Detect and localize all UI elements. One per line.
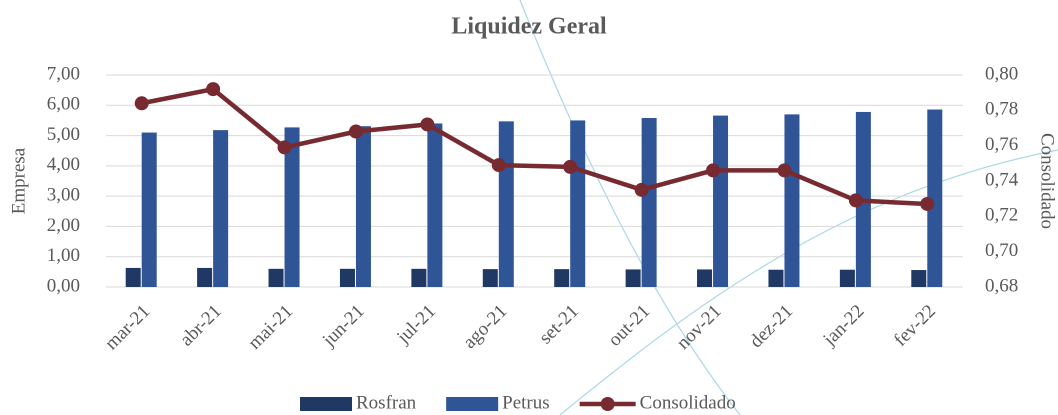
- bar: [268, 268, 284, 287]
- y2-tick-label: 0,78: [985, 99, 1018, 120]
- bar: [768, 269, 784, 287]
- bar: [784, 114, 800, 287]
- y2-tick-label: 0,68: [985, 275, 1018, 296]
- bar: [411, 268, 427, 287]
- line-marker: [491, 158, 506, 173]
- bar: [125, 267, 141, 287]
- bar: [141, 132, 157, 287]
- decor-curve: [519, 0, 741, 415]
- y-tick-label: 6,00: [47, 94, 80, 115]
- line-marker: [848, 193, 863, 208]
- bar: [625, 269, 641, 287]
- y-tick-label: 3,00: [47, 185, 80, 206]
- x-tick-label: fev-22: [890, 301, 940, 351]
- legend-label: Petrus: [502, 392, 550, 413]
- bar: [427, 123, 443, 287]
- y-tick-label: 4,00: [47, 154, 80, 175]
- bar: [339, 268, 355, 287]
- x-tick-label: jul-21: [392, 301, 440, 349]
- y2-axis-label: Consolidado: [1037, 133, 1058, 229]
- line-marker: [277, 140, 292, 155]
- y2-tick-label: 0,74: [985, 169, 1019, 190]
- bar: [355, 126, 371, 287]
- bar: [641, 118, 657, 288]
- x-tick-label: mai-21: [244, 301, 297, 354]
- y-tick-label: 5,00: [47, 124, 80, 145]
- x-tick-label: jun-21: [318, 301, 369, 352]
- bar: [839, 269, 855, 287]
- line-marker: [920, 196, 935, 211]
- y-tick-label: 1,00: [47, 245, 80, 266]
- bar: [911, 270, 927, 287]
- bar: [570, 120, 586, 287]
- line-marker: [563, 159, 578, 174]
- line: [141, 86, 928, 207]
- line-marker: [420, 117, 435, 132]
- x-tick-label: mar-21: [101, 301, 154, 354]
- y2-tick-label: 0,72: [985, 205, 1018, 226]
- bar: [713, 115, 729, 287]
- legend-label: Rosfran: [356, 392, 417, 413]
- y-tick-label: 2,00: [47, 215, 80, 236]
- line-marker: [634, 182, 649, 197]
- bar: [197, 267, 213, 287]
- y-tick-label: 7,00: [47, 63, 80, 84]
- x-tick-label: dez-21: [746, 301, 797, 352]
- y2-tick-label: 0,76: [985, 134, 1018, 155]
- bar: [927, 109, 943, 287]
- y2-tick-label: 0,70: [985, 240, 1018, 261]
- legend-swatch: [300, 397, 352, 411]
- legend-swatch: [446, 397, 499, 411]
- line-marker: [706, 163, 721, 178]
- bar: [697, 269, 713, 287]
- line-marker: [777, 163, 792, 178]
- legend-label: Consolidado: [640, 392, 736, 413]
- bar: [213, 130, 229, 287]
- y-axis-label: Empresa: [8, 147, 29, 214]
- line-marker: [348, 124, 363, 139]
- bar: [284, 127, 300, 287]
- legend-swatch: [600, 397, 615, 411]
- line-marker: [134, 96, 149, 111]
- x-tick-label: set-21: [535, 301, 583, 349]
- x-tick-label: out-21: [604, 301, 654, 351]
- decor-curve: [559, 149, 1058, 415]
- chart-title: Liquidez Geral: [451, 14, 607, 40]
- bar: [554, 269, 570, 287]
- x-tick-label: jan-22: [819, 301, 869, 351]
- y2-tick-label: 0,80: [985, 63, 1018, 84]
- bar: [498, 121, 514, 287]
- x-tick-label: abr-21: [176, 301, 226, 351]
- y-tick-label: 0,00: [47, 275, 80, 296]
- x-tick-label: ago-21: [459, 301, 511, 353]
- line-marker: [206, 82, 221, 97]
- bar: [482, 269, 498, 287]
